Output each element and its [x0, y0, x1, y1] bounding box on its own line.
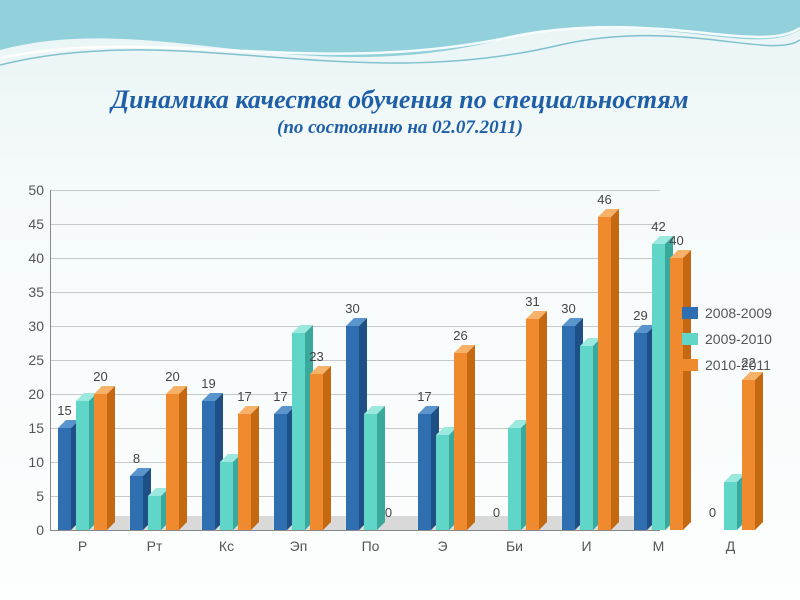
bar-value-label: 46 — [597, 192, 611, 207]
x-tick-label: По — [362, 538, 380, 554]
bar: 30 — [346, 326, 359, 530]
legend-swatch — [682, 333, 698, 345]
bar: 19 — [202, 401, 215, 530]
bar: 31 — [526, 319, 539, 530]
bar-value-label: 42 — [651, 219, 665, 234]
bar-value-label: 20 — [93, 369, 107, 384]
y-tick-label: 50 — [28, 182, 44, 198]
bar: 26 — [454, 353, 467, 530]
title-block: Динамика качества обучения по специально… — [0, 85, 800, 139]
bar: 8 — [130, 476, 143, 530]
bar: 17 — [238, 414, 251, 530]
bar: 30 — [562, 326, 575, 530]
bar: 17 — [274, 414, 287, 530]
bar-value-label: 40 — [669, 233, 683, 248]
y-tick-label: 15 — [28, 420, 44, 436]
bar-value-label: 8 — [133, 451, 140, 466]
x-tick-label: Эп — [290, 538, 308, 554]
bar: 22 — [742, 380, 755, 530]
legend: 2008-2009 2009-2010 2010-2011 — [682, 305, 772, 383]
bar-value-label: 31 — [525, 294, 539, 309]
gridline — [50, 224, 660, 225]
x-tick-label: Кс — [219, 538, 234, 554]
bar-value-label: 23 — [309, 349, 323, 364]
bar — [724, 482, 737, 530]
bar-value-label: 30 — [345, 301, 359, 316]
bar-chart: 051015202530354045501520Р820Рт1917Кс1723… — [50, 190, 660, 530]
y-tick-label: 0 — [36, 522, 44, 538]
bar — [580, 346, 593, 530]
bar-value-label: 0 — [493, 505, 500, 520]
bar-value-label: 0 — [709, 505, 716, 520]
gridline — [50, 190, 660, 191]
bar: 40 — [670, 258, 683, 530]
bar-value-label: 15 — [57, 403, 71, 418]
bar: 15 — [58, 428, 71, 530]
legend-swatch — [682, 359, 698, 371]
legend-swatch — [682, 307, 698, 319]
bar-value-label: 17 — [417, 389, 431, 404]
bar: 20 — [166, 394, 179, 530]
x-tick-label: Рт — [147, 538, 163, 554]
y-tick-label: 35 — [28, 284, 44, 300]
legend-item: 2009-2010 — [682, 331, 772, 347]
wave-decoration — [0, 0, 800, 90]
gridline — [50, 292, 660, 293]
bar — [148, 496, 161, 530]
legend-item: 2008-2009 — [682, 305, 772, 321]
bar: 29 — [634, 333, 647, 530]
chart-subtitle: (по состоянию на 02.07.2011) — [0, 117, 800, 139]
bar — [436, 435, 449, 530]
bar — [364, 414, 377, 530]
x-tick-label: Би — [506, 538, 523, 554]
bar: 46 — [598, 217, 611, 530]
bar-value-label: 26 — [453, 328, 467, 343]
legend-label: 2009-2010 — [705, 331, 772, 347]
y-tick-label: 20 — [28, 386, 44, 402]
bar-value-label: 19 — [201, 376, 215, 391]
y-tick-label: 30 — [28, 318, 44, 334]
bar-value-label: 20 — [165, 369, 179, 384]
bar-value-label: 17 — [237, 389, 251, 404]
bar — [220, 462, 233, 530]
bar — [76, 401, 89, 530]
slide: Динамика качества обучения по специально… — [0, 0, 800, 600]
x-axis — [50, 530, 660, 531]
bar — [508, 428, 521, 530]
bar: 42 — [652, 244, 665, 530]
legend-label: 2008-2009 — [705, 305, 772, 321]
gridline — [50, 258, 660, 259]
y-axis — [50, 190, 51, 530]
y-tick-label: 25 — [28, 352, 44, 368]
x-tick-label: И — [581, 538, 591, 554]
bar-value-label: 0 — [385, 505, 392, 520]
plot-area: 051015202530354045501520Р820Рт1917Кс1723… — [50, 190, 660, 530]
bar-value-label: 30 — [561, 301, 575, 316]
legend-label: 2010-2011 — [705, 357, 771, 373]
y-tick-label: 45 — [28, 216, 44, 232]
bar: 17 — [418, 414, 431, 530]
bar: 23 — [310, 374, 323, 530]
x-tick-label: Д — [726, 538, 735, 554]
x-tick-label: Р — [78, 538, 87, 554]
bar-value-label: 29 — [633, 308, 647, 323]
bar: 20 — [94, 394, 107, 530]
y-tick-label: 40 — [28, 250, 44, 266]
chart-title: Динамика качества обучения по специально… — [0, 85, 800, 115]
x-tick-label: М — [653, 538, 665, 554]
x-tick-label: Э — [437, 538, 447, 554]
bar — [292, 333, 305, 530]
bar-value-label: 17 — [273, 389, 287, 404]
legend-item: 2010-2011 — [682, 357, 772, 373]
y-tick-label: 5 — [36, 488, 44, 504]
y-tick-label: 10 — [28, 454, 44, 470]
